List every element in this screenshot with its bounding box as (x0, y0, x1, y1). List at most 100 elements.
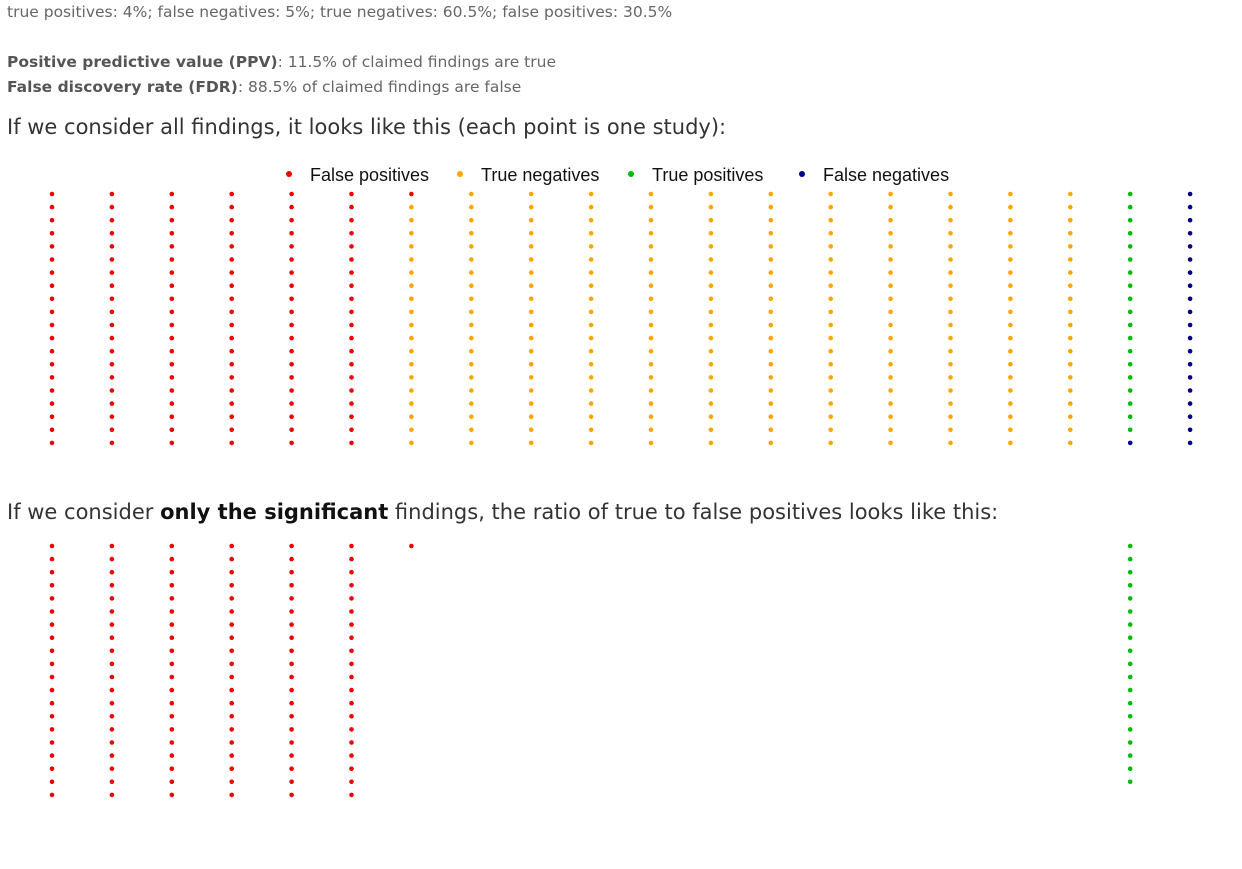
point-false-positive (289, 283, 294, 288)
point-true-negative (469, 401, 474, 406)
sig-point-false-positive (349, 609, 354, 614)
point-false-positive (169, 244, 175, 249)
point-false-positive (109, 309, 115, 315)
sig-point-false-positive (229, 543, 234, 549)
point-false-positive (229, 414, 234, 420)
point-true-positive (1127, 283, 1133, 288)
legend-label-true-positives: True positives (652, 165, 763, 185)
point-true-negative (528, 217, 534, 223)
sig-point-false-positive (349, 753, 354, 758)
point-true-negative (888, 204, 893, 210)
point-true-negative (469, 191, 474, 197)
sig-point-false-positive (109, 753, 115, 758)
point-false-positive (229, 322, 234, 328)
point-true-negative (648, 257, 654, 262)
point-true-negative (768, 348, 774, 354)
sig-point-true-positive (1127, 687, 1133, 693)
sig-point-false-positive (289, 727, 294, 732)
point-false-positive (229, 440, 234, 446)
sig-point-false-positive (289, 779, 294, 785)
point-true-negative (588, 362, 594, 367)
point-true-negative (409, 427, 414, 433)
point-true-negative (409, 335, 414, 341)
sig-point-false-positive (49, 622, 55, 627)
point-true-negative (948, 309, 953, 315)
sig-point-false-positive (169, 740, 175, 745)
point-true-negative (828, 309, 833, 315)
point-true-positive (1127, 309, 1133, 315)
point-true-negative (708, 388, 714, 393)
point-false-positive (109, 283, 115, 288)
point-false-positive (169, 401, 175, 406)
sig-point-false-positive (109, 543, 115, 549)
sig-point-false-positive (289, 622, 294, 627)
sig-point-false-positive (49, 661, 55, 667)
point-true-negative (768, 244, 774, 249)
sig-point-false-positive (109, 635, 115, 640)
point-true-negative (469, 204, 474, 210)
point-true-negative (768, 375, 774, 380)
point-false-positive (49, 231, 55, 236)
sig-point-false-positive (49, 674, 55, 680)
point-true-negative (708, 362, 714, 367)
sig-point-false-positive (169, 596, 175, 601)
point-false-negative (1187, 375, 1193, 380)
sig-point-false-positive (49, 766, 55, 771)
point-true-negative (1068, 322, 1073, 328)
point-true-negative (948, 217, 953, 223)
point-true-negative (828, 440, 833, 446)
chart-all-findings: False positives True negatives True positi… (49, 165, 1193, 446)
point-false-positive (349, 401, 354, 406)
point-true-negative (768, 401, 774, 406)
point-true-negative (828, 427, 833, 433)
point-true-negative (528, 414, 534, 420)
sig-point-false-positive (349, 714, 354, 719)
point-true-negative (648, 217, 654, 223)
sig-point-false-positive (49, 727, 55, 732)
sig-point-false-positive (49, 635, 55, 640)
point-true-negative (768, 322, 774, 328)
point-true-negative (469, 244, 474, 249)
point-false-positive (289, 375, 294, 380)
point-true-negative (528, 335, 534, 341)
point-false-positive (49, 296, 55, 302)
sig-point-false-positive (49, 609, 55, 614)
point-true-negative (1068, 375, 1073, 380)
sig-point-false-positive (169, 583, 175, 588)
point-false-negative (1187, 362, 1193, 367)
point-true-positive (1127, 322, 1133, 328)
point-true-negative (768, 231, 774, 236)
point-true-negative (1068, 414, 1073, 420)
point-true-negative (888, 217, 893, 223)
point-false-positive (349, 309, 354, 315)
point-true-negative (948, 440, 953, 446)
point-false-positive (109, 217, 115, 223)
point-false-positive (229, 388, 234, 393)
point-false-positive (289, 244, 294, 249)
point-false-positive (49, 204, 55, 210)
fdr-label: False discovery rate (FDR) (7, 78, 238, 96)
point-true-negative (469, 348, 474, 354)
point-true-negative (409, 440, 414, 446)
point-true-negative (648, 427, 654, 433)
sig-point-false-positive (49, 556, 55, 562)
point-true-negative (588, 309, 594, 315)
point-true-negative (768, 440, 774, 446)
point-true-negative (528, 244, 534, 249)
sig-point-false-positive (229, 609, 234, 614)
point-true-positive (1127, 257, 1133, 262)
point-true-negative (1008, 414, 1013, 420)
point-true-negative (948, 257, 953, 262)
point-true-negative (1068, 362, 1073, 367)
point-true-negative (1008, 231, 1013, 236)
point-true-negative (528, 204, 534, 210)
fdr-value: : 88.5% of claimed findings are false (237, 78, 522, 96)
sig-point-false-positive (349, 792, 354, 798)
point-true-negative (888, 388, 893, 393)
point-false-positive (289, 388, 294, 393)
point-false-positive (229, 244, 234, 249)
point-false-positive (229, 270, 234, 275)
point-true-negative (528, 401, 534, 406)
point-true-negative (528, 362, 534, 367)
point-true-negative (588, 296, 594, 302)
